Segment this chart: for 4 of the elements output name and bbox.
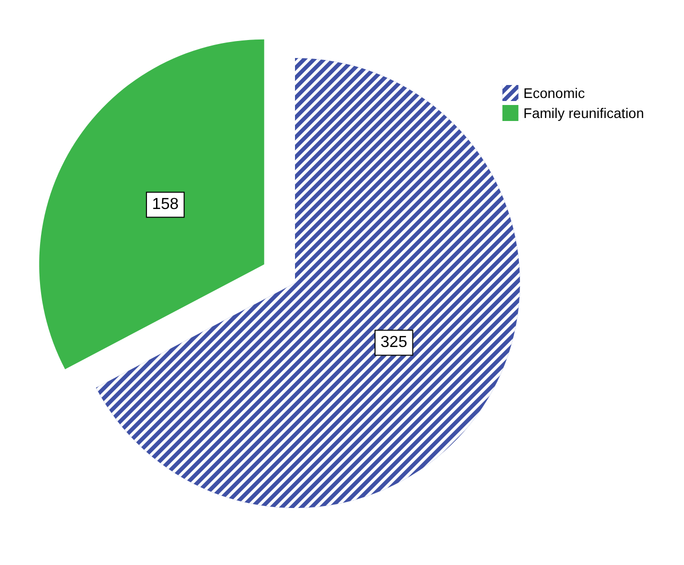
legend-label: Economic	[523, 85, 585, 101]
data-label: 158	[152, 196, 179, 214]
legend-label: Family reunification	[523, 105, 644, 121]
data-label: 325	[380, 334, 408, 352]
